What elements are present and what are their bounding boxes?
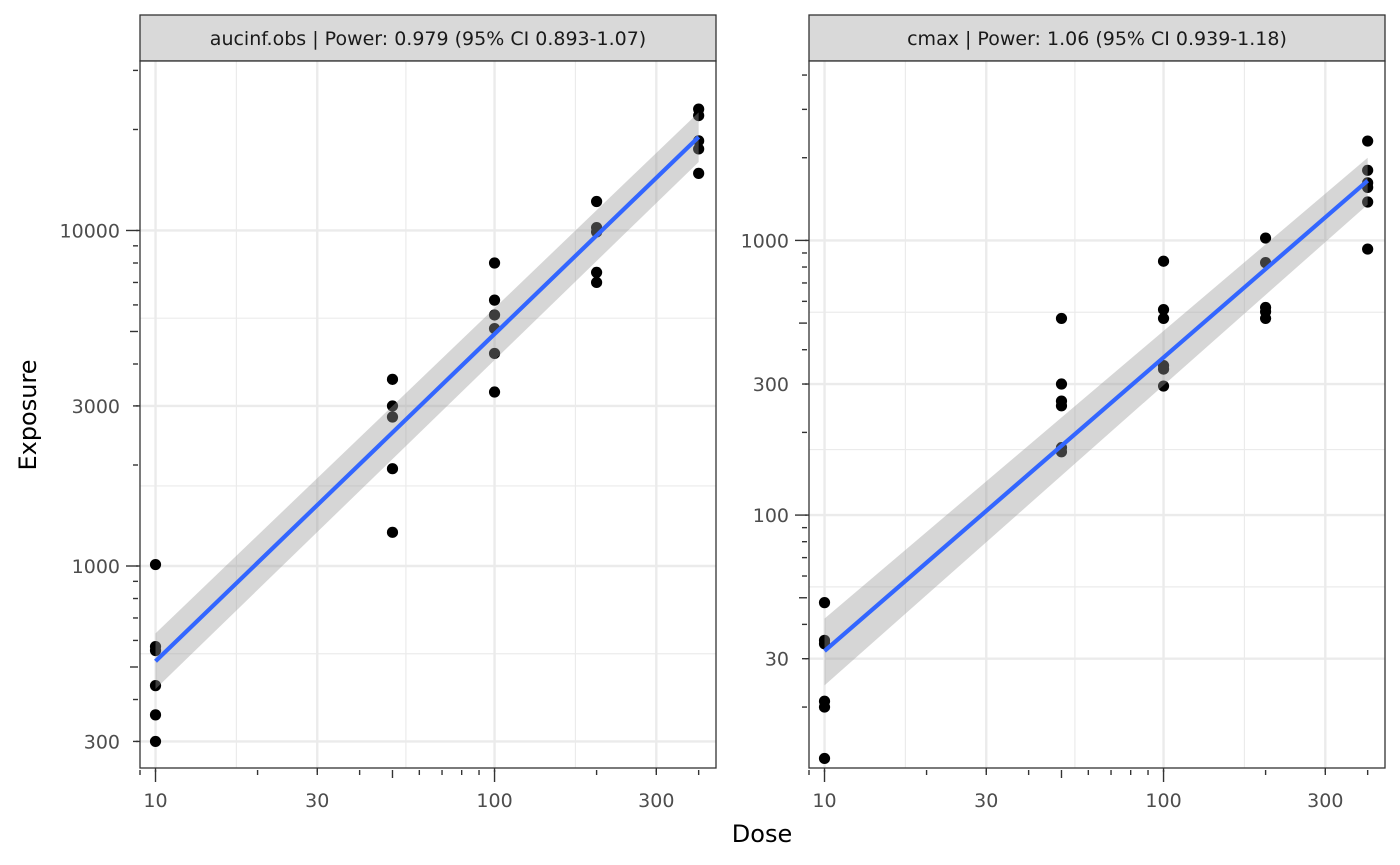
data-point	[1260, 232, 1272, 244]
y-axis-ticks: 30 100 300 1000	[741, 74, 809, 708]
major-gridlines	[809, 61, 1385, 768]
data-point	[149, 735, 162, 748]
data-point	[1362, 196, 1374, 208]
data-point	[386, 400, 399, 412]
confidence-ribbon	[824, 157, 1368, 686]
data-point	[386, 373, 399, 385]
panel-1: aucinf.obs | Power: 0.979 (95% CI 0.893-…	[60, 14, 717, 812]
data-point	[590, 266, 603, 279]
data-point	[818, 597, 831, 609]
data-point	[1157, 363, 1170, 375]
strip-header	[139, 14, 717, 62]
data-point	[488, 294, 501, 306]
strip-label: cmax | Power: 1.06 (95% CI 0.939-1.18)	[907, 28, 1287, 50]
data-point	[818, 701, 831, 713]
data-point	[488, 309, 501, 321]
data-point	[488, 386, 501, 398]
panel-border	[808, 60, 1386, 769]
y-axis-ticks: 300 1000 3000 10000	[60, 69, 140, 753]
y-tick-label: 3000	[72, 396, 120, 418]
data-point	[386, 411, 399, 423]
data-point	[818, 752, 831, 765]
data-point	[1157, 380, 1170, 392]
data-point	[1260, 312, 1272, 325]
minor-gridlines	[140, 61, 716, 768]
panel-border	[139, 60, 717, 769]
data-point	[1362, 135, 1374, 147]
fit-layer	[823, 157, 1370, 686]
data-point	[1157, 255, 1170, 267]
x-tick-label: 10	[812, 790, 836, 812]
y-tick-label: 1000	[72, 556, 120, 578]
data-point	[590, 195, 603, 208]
data-points	[149, 103, 705, 748]
data-point	[149, 644, 162, 657]
data-point	[1362, 243, 1374, 255]
data-point	[149, 709, 162, 721]
data-point	[386, 526, 399, 538]
fit-line	[154, 135, 701, 663]
x-axis-title: Dose	[732, 820, 792, 848]
data-point	[1362, 164, 1374, 176]
panels: aucinf.obs | Power: 0.979 (95% CI 0.893-…	[60, 14, 1386, 812]
fit-line	[823, 179, 1370, 653]
y-tick-label: 100	[753, 505, 789, 527]
y-axis-title: Exposure	[14, 359, 42, 470]
minor-gridlines	[809, 61, 1385, 768]
x-tick-label: 10	[143, 790, 167, 812]
data-point	[693, 143, 705, 155]
data-point	[1055, 378, 1068, 390]
x-axis-ticks: 10 30 100 300	[808, 768, 1369, 812]
x-tick-label: 30	[305, 790, 329, 812]
x-tick-label: 100	[1145, 790, 1181, 812]
strip-label: aucinf.obs | Power: 0.979 (95% CI 0.893-…	[210, 28, 646, 50]
data-point	[488, 347, 501, 360]
data-point	[693, 109, 705, 122]
y-tick-label: 300	[753, 374, 789, 396]
panel-2: cmax | Power: 1.06 (95% CI 0.939-1.18) 30…	[741, 14, 1386, 812]
data-point	[1157, 312, 1170, 325]
x-axis-ticks: 10 30 100 300	[139, 768, 700, 812]
data-point	[1157, 303, 1170, 316]
y-tick-label: 1000	[741, 230, 789, 252]
x-tick-label: 100	[476, 790, 512, 812]
x-tick-label: 300	[638, 790, 674, 812]
x-tick-label: 30	[974, 790, 998, 812]
data-point	[149, 680, 162, 692]
data-point	[590, 276, 603, 289]
y-tick-label: 30	[765, 649, 789, 671]
y-tick-label: 10000	[60, 220, 120, 242]
data-point	[1055, 312, 1068, 325]
x-tick-label: 300	[1307, 790, 1343, 812]
data-point	[488, 257, 501, 269]
data-points	[818, 135, 1374, 765]
data-point	[386, 463, 399, 475]
data-point	[149, 558, 162, 571]
strip-header	[808, 14, 1386, 62]
y-tick-label: 300	[84, 731, 120, 753]
data-point	[1055, 400, 1068, 412]
data-point	[693, 167, 705, 179]
fit-layer	[154, 112, 701, 689]
